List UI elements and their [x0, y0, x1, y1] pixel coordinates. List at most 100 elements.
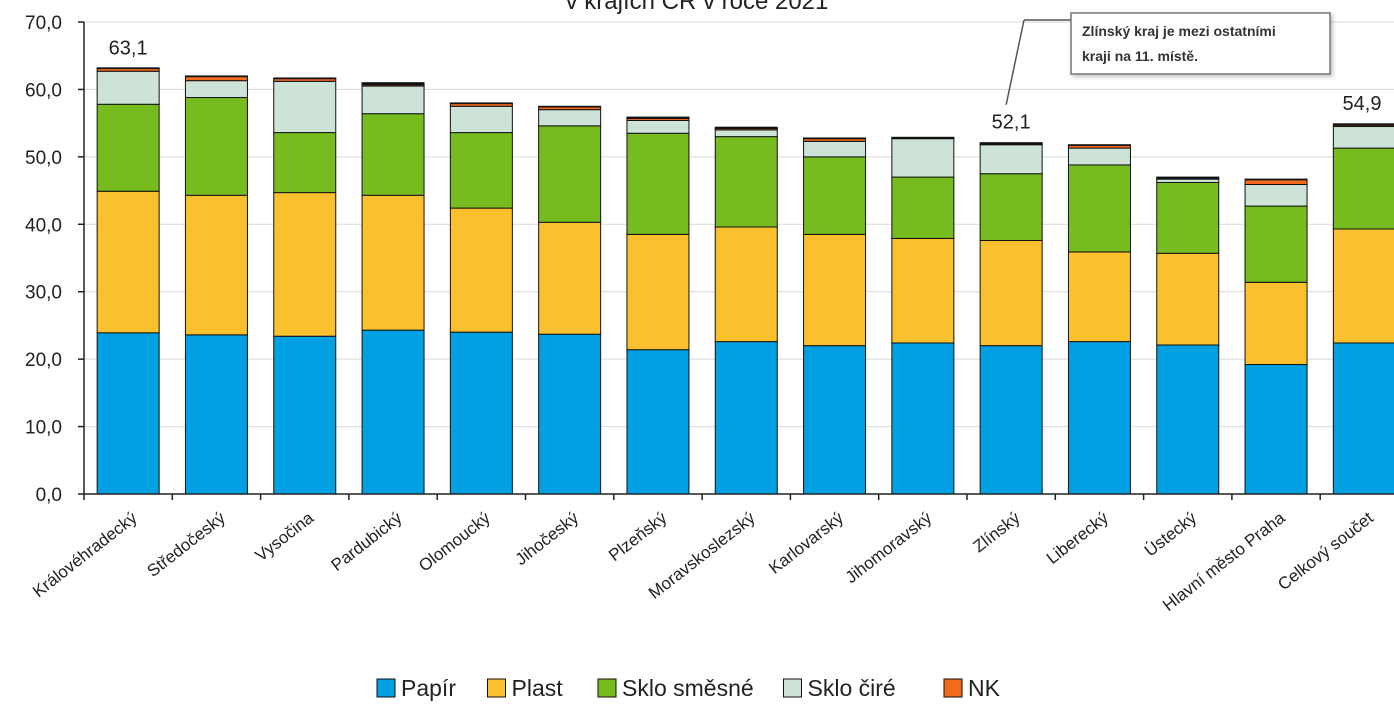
bar-segment-other [1067, 144, 1131, 146]
bar-segment-papír [1156, 344, 1220, 495]
bar-segment-sklo-čiré [1332, 126, 1394, 149]
legend-swatch [943, 678, 963, 698]
bar-segment-papír [273, 335, 337, 495]
bar-segment-sklo-směsné [626, 132, 690, 235]
legend-label: Sklo směsné [622, 675, 754, 701]
x-category-label: Královéhradecký [29, 508, 141, 601]
data-label: 63,1 [109, 38, 148, 60]
bar-segment-plast [273, 192, 337, 337]
bar-segment-sklo-čiré [1244, 184, 1308, 207]
bar-segment-papír [361, 329, 425, 495]
bar-segment-other [803, 137, 867, 140]
bar-segment-sklo-směsné [979, 173, 1043, 241]
y-tick-label: 50,0 [25, 148, 62, 169]
x-category-label: Ústecký [1141, 508, 1201, 560]
x-category-label: Vysočina [252, 508, 318, 565]
bar-segment-sklo-směsné [1244, 205, 1308, 283]
legend-label: Sklo čiré [808, 675, 896, 701]
bar-segment-other [96, 67, 160, 70]
bar-segment-sklo-čiré [273, 80, 337, 134]
bar-segment-sklo-směsné [538, 125, 602, 223]
bar-segment-sklo-čiré [891, 138, 955, 178]
bar-segment-sklo-směsné [184, 97, 248, 196]
x-category-label: Pardubický [328, 508, 406, 575]
bar-segment-plast [184, 194, 248, 336]
bar-segment-other [1244, 178, 1308, 181]
y-tick-label: 30,0 [25, 283, 62, 304]
bar-segment-papír [449, 331, 513, 495]
bars [96, 67, 1394, 495]
legend-swatch [487, 678, 506, 698]
x-category-label: Karlovarský [765, 508, 847, 578]
bar-segment-sklo-směsné [361, 113, 425, 196]
y-tick-label: 70,0 [25, 13, 62, 34]
legend-label: Papír [401, 675, 456, 701]
axes [83, 22, 1394, 500]
bar-segment-sklo-směsné [449, 132, 513, 209]
bar-segment-papír [1332, 342, 1394, 495]
bar-segment-papír [1067, 341, 1131, 495]
bar-segment-sklo-směsné [1332, 147, 1394, 230]
x-category-label: Liberecký [1043, 508, 1112, 568]
bar-segment-plast [1244, 281, 1308, 366]
x-category-label: Jihomoravský [842, 508, 936, 587]
chart-title: v krajích ČR v roce 2021 [566, 0, 829, 15]
bar-segment-other [979, 142, 1043, 145]
bar-segment-plast [1332, 228, 1394, 344]
bar-segment-sklo-čiré [184, 80, 248, 99]
legend-label: Plast [512, 675, 564, 701]
bar-segment-papír [979, 345, 1043, 495]
y-axis-tick-labels: 0,0 10,0 20,0 30,0 40,0 50,0 60,0 70,0 [25, 13, 84, 506]
callout-line-2: kraji na 11. místě. [1082, 48, 1198, 64]
bar-segment-sklo-čiré [1156, 178, 1220, 183]
bar-segment-sklo-směsné [1067, 164, 1131, 253]
bar-segment-other [449, 102, 513, 105]
bar-segment-plast [626, 233, 690, 351]
legend-swatch [783, 678, 802, 698]
bar-segment-papír [803, 345, 867, 495]
x-axis-category-labels: Královéhradecký Středočeský Vysočina Pardub… [29, 508, 1377, 615]
legend: Papír Plast Sklo směsné Sklo čiré NK [376, 675, 1001, 701]
x-category-label: Jihočeský [512, 508, 583, 569]
bar-segment-plast [979, 239, 1043, 347]
bar-segment-sklo-čiré [538, 109, 602, 127]
bar-segment-sklo-čiré [96, 70, 160, 105]
callout-line-1: Zlínský kraj je mezi ostatními [1082, 23, 1276, 39]
bar-segment-sklo-směsné [714, 136, 778, 228]
bar-segment-papír [184, 334, 248, 495]
bar-segment-sklo-směsné [891, 176, 955, 239]
bar-segment-other [626, 116, 690, 119]
data-label: 54,9 [1343, 93, 1382, 115]
bar-segment-sklo-čiré [714, 129, 778, 138]
bar-segment-papír [538, 333, 602, 495]
callout-box [1070, 12, 1331, 75]
bar-segment-other [891, 136, 955, 139]
bar-segment-other [361, 82, 425, 86]
bar-segment-plast [803, 233, 867, 347]
bar-segment-sklo-čiré [449, 105, 513, 134]
callout-leader-line [1005, 19, 1025, 105]
y-tick-label: 10,0 [25, 418, 62, 439]
legend-label: NK [968, 675, 1001, 701]
bar-segment-plast [1156, 252, 1220, 346]
bar-segment-papír [891, 342, 955, 495]
bar-segment-sklo-čiré [979, 144, 1043, 175]
bar-segment-sklo-směsné [96, 103, 160, 192]
y-tick-label: 0,0 [36, 485, 62, 506]
bar-segment-other [538, 105, 602, 108]
bar-segment-sklo-směsné [1156, 181, 1220, 254]
bar-segment-papír [96, 332, 160, 495]
legend-swatch [376, 678, 396, 698]
bar-segment-sklo-směsné [273, 132, 337, 194]
y-tick-label: 20,0 [25, 350, 62, 371]
data-labels: 63,1 52,1 54,9 [109, 38, 1382, 134]
bar-segment-other [273, 77, 337, 80]
bar-segment-sklo-čiré [803, 140, 867, 158]
annotation-callout: Zlínský kraj je mezi ostatními kraji na … [1005, 12, 1331, 105]
x-category-label: Olomoucký [415, 508, 494, 576]
bar-segment-plast [714, 226, 778, 343]
bar-segment-sklo-čiré [626, 119, 690, 134]
bar-segment-other [184, 75, 248, 78]
legend-swatch [597, 678, 617, 698]
